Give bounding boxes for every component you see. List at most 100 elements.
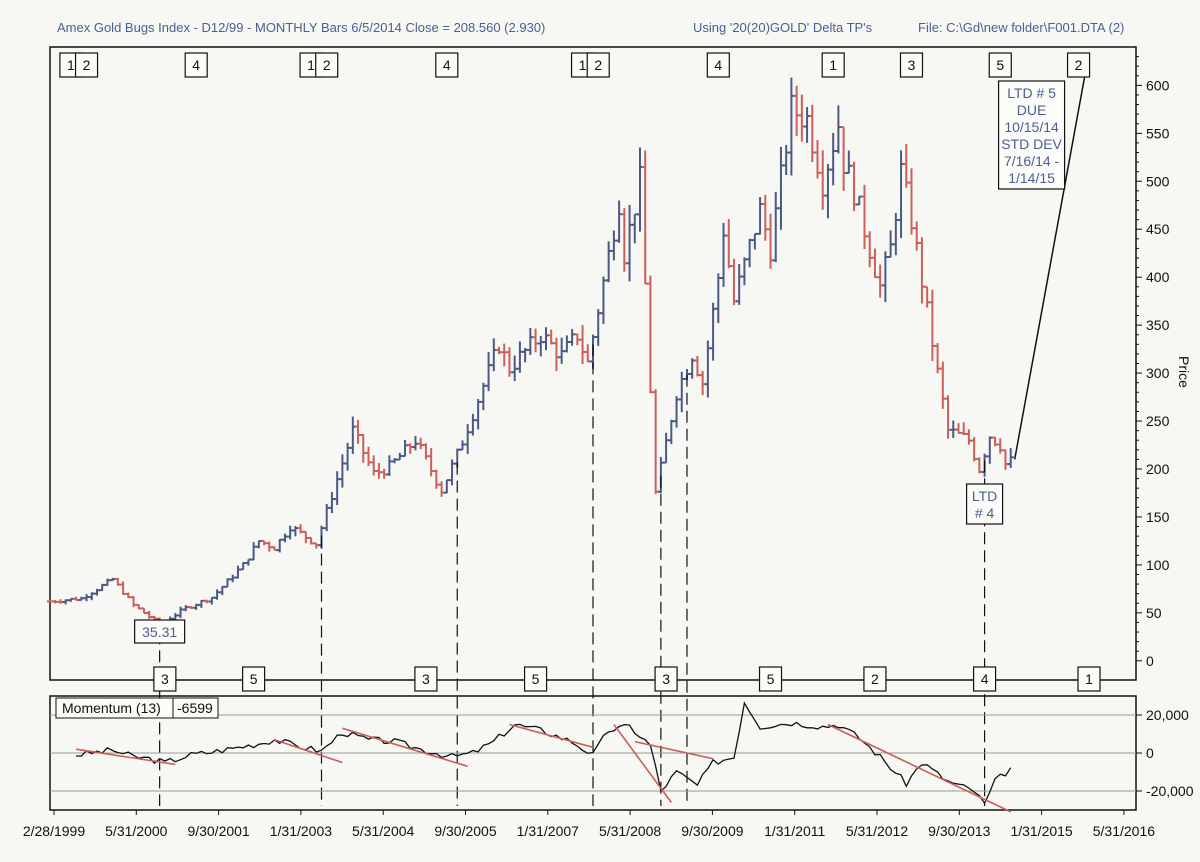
ohlc-bar [757, 197, 764, 235]
turn-box-frame [315, 52, 339, 78]
x-tick-label: 9/30/2009 [681, 823, 743, 839]
annotation-text: LTD # 5 [1007, 85, 1056, 101]
top-turn-point: 4 [435, 52, 459, 78]
ohlc-bar [386, 455, 393, 476]
ohlc-bar [83, 594, 90, 602]
ohlc-bar [339, 454, 346, 488]
ohlc-bar [548, 329, 555, 345]
turn-box-frame [988, 52, 1012, 78]
ohlc-bar [1007, 448, 1014, 468]
ohlc-bar [965, 429, 972, 445]
ohlc-bar [522, 347, 529, 363]
ohlc-bar [355, 419, 362, 444]
ohlc-bar [464, 424, 471, 455]
ohlc-bar [715, 273, 722, 324]
ohlc-bar [986, 436, 993, 464]
ohlc-bar [469, 413, 476, 436]
price-tick-label: 100 [1146, 557, 1170, 573]
annotation-text: 7/16/14 - [1004, 153, 1060, 169]
ohlc-bar [673, 396, 680, 428]
ohlc-bar [120, 581, 127, 595]
ltd4-annotation: LTD# 4 [965, 483, 1004, 525]
ohlc-bar [600, 276, 607, 324]
ohlc-bar [459, 440, 466, 451]
ohlc-bar [334, 471, 341, 505]
ohlc-bar [856, 195, 863, 206]
ohlc-bar [950, 420, 957, 438]
ohlc-bar [710, 302, 717, 361]
ohlc-bar [114, 577, 121, 586]
ohlc-bar [271, 546, 278, 552]
ohlc-bar [543, 327, 550, 351]
turn-label: 1 [307, 57, 315, 73]
ohlc-bar [605, 241, 612, 283]
ohlc-bar [746, 238, 753, 268]
ohlc-bar [725, 219, 732, 269]
annotation-text: STD DEV [1001, 136, 1062, 152]
ohlc-bar [1002, 449, 1009, 470]
ohlc-bar [57, 599, 64, 604]
low-annotation: 35.31 [134, 619, 186, 644]
ohlc-bar [250, 542, 257, 561]
ohlc-bar [971, 437, 978, 462]
ohlc-bar [851, 161, 858, 212]
momentum-tick-label: -20,000 [1146, 783, 1194, 799]
turn-box-frame [586, 52, 610, 78]
turn-label: 3 [161, 671, 169, 687]
price-tick-label: 300 [1146, 365, 1170, 381]
turn-label: 5 [996, 57, 1004, 73]
annotation-text: LTD [972, 488, 997, 504]
price-tick-label: 150 [1146, 509, 1170, 525]
ohlc-bar [417, 437, 424, 450]
ohlc-bar [193, 603, 200, 610]
ohlc-bar [882, 251, 889, 303]
ohlc-bar [694, 355, 701, 377]
ohlc-bar [736, 264, 743, 305]
ohlc-bar [918, 237, 925, 304]
momentum-value: -6599 [177, 700, 213, 716]
turn-label: 2 [594, 57, 602, 73]
x-tick-label: 1/31/2007 [517, 823, 579, 839]
turn-label: 4 [981, 671, 989, 687]
price-tick-label: 550 [1146, 125, 1170, 141]
momentum-trendline [509, 723, 594, 749]
ohlc-bar [788, 77, 795, 176]
ohlc-bar [428, 448, 435, 477]
ohlc-bar [443, 479, 450, 494]
ohlc-bar [375, 462, 382, 479]
turn-label: 4 [443, 57, 451, 73]
ohlc-bar [396, 452, 403, 461]
ohlc-bar [574, 333, 581, 346]
bottom-turn-point: 1 [1077, 666, 1101, 692]
bottom-turn-point: 3 [414, 666, 438, 692]
ohlc-bar [767, 213, 774, 269]
annotation-frame [997, 80, 1066, 190]
bottom-turn-point: 2 [863, 666, 887, 692]
ohlc-bar [527, 327, 534, 355]
turn-box-frame [414, 666, 438, 692]
ohlc-bar [287, 525, 294, 540]
price-tick-label: 450 [1146, 221, 1170, 237]
x-tick-label: 5/31/2016 [1093, 823, 1155, 839]
x-tick-label: 1/31/2015 [1010, 823, 1072, 839]
price-tick-label: 250 [1146, 413, 1170, 429]
bottom-turn-point: 4 [972, 666, 997, 692]
ohlc-bar [997, 438, 1004, 454]
ohlc-bar [595, 309, 602, 346]
turn-label: 1 [67, 57, 75, 73]
price-tick-label: 600 [1146, 77, 1170, 93]
price-tick-label: 350 [1146, 317, 1170, 333]
momentum-tick-label: 20,000 [1146, 707, 1189, 723]
ohlc-bar [438, 481, 445, 497]
ohlc-bar [840, 126, 847, 191]
turn-label: 1 [579, 57, 587, 73]
ohlc-bar [485, 352, 492, 392]
annotation-text: 10/15/14 [1004, 119, 1059, 135]
x-tick-label: 2/28/1999 [23, 823, 85, 839]
ohlc-bar [861, 184, 868, 249]
ohlc-bar [313, 542, 320, 549]
price-tick-label: 50 [1146, 605, 1162, 621]
ohlc-bar [924, 285, 931, 308]
x-tick-label: 9/30/2001 [187, 823, 249, 839]
turn-label: 4 [714, 57, 722, 73]
